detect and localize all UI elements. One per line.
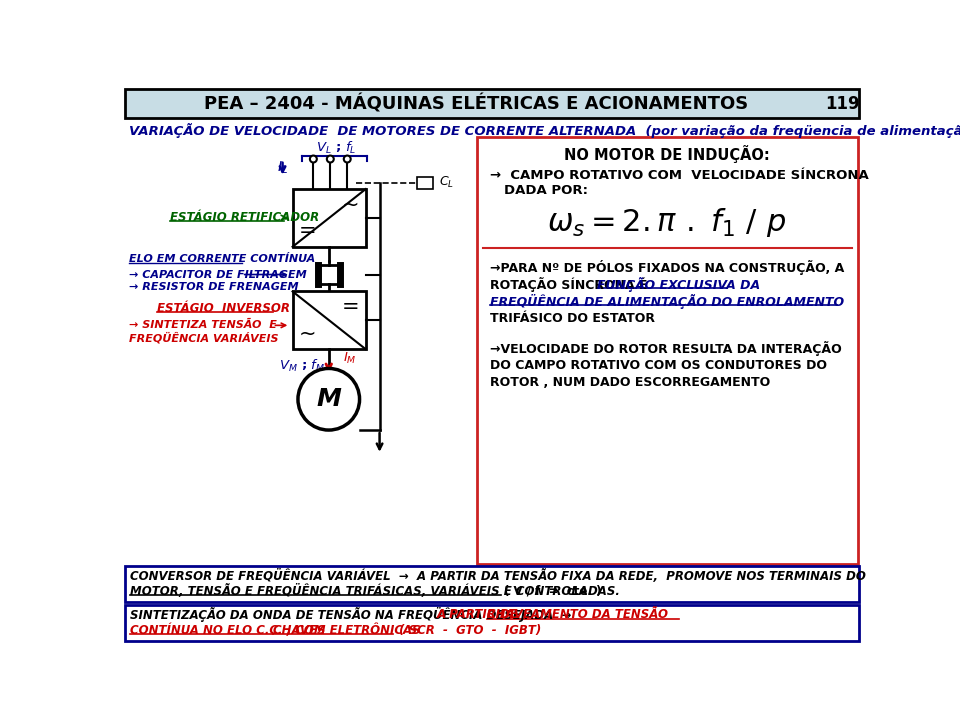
Text: ROTOR , NUM DADO ESCORREGAMENTO: ROTOR , NUM DADO ESCORREGAMENTO [491,376,771,389]
Circle shape [326,155,334,162]
Bar [293,189,366,247]
Text: M: M [317,387,341,412]
Text: → RESISTOR DE FRENAGEM: → RESISTOR DE FRENAGEM [129,282,299,292]
Text: ( V / f  =  cte. ): ( V / f = cte. ) [504,585,602,598]
Circle shape [310,155,317,162]
Text: ~: ~ [342,194,359,214]
Bar [125,89,859,118]
Text: $V_L$ ; $f_L$: $V_L$ ; $f_L$ [316,140,357,156]
Text: $I_M$: $I_M$ [343,351,356,366]
Text: ESTÁGIO RETIFICADOR: ESTÁGIO RETIFICADOR [170,211,320,224]
Text: CHAVES ELETRÔNICAS: CHAVES ELETRÔNICAS [274,624,420,637]
Text: ESTÁGIO  INVERSOR: ESTÁGIO INVERSOR [157,302,290,315]
Text: =: = [300,222,317,241]
Text: PEA – 2404 - MÁQUINAS ELÉTRICAS E ACIONAMENTOS: PEA – 2404 - MÁQUINAS ELÉTRICAS E ACIONA… [204,94,749,113]
Text: SINTETIZAÇÃO DA ONDA DE TENSÃO NA FREQÜÊNCIA DESEJADA  →: SINTETIZAÇÃO DA ONDA DE TENSÃO NA FREQÜÊ… [131,607,580,622]
Text: ROTAÇÃO SÍNCRONA É: ROTAÇÃO SÍNCRONA É [491,277,653,292]
Text: →PARA Nº DE PÓLOS FIXADOS NA CONSTRUÇÃO, A: →PARA Nº DE PÓLOS FIXADOS NA CONSTRUÇÃO,… [491,260,845,275]
Text: NO MOTOR DE INDUÇÃO:: NO MOTOR DE INDUÇÃO: [564,144,770,162]
Bar [293,292,366,349]
Text: TRIFÁSICO DO ESTATOR: TRIFÁSICO DO ESTATOR [491,312,656,325]
Text: MOTOR, TENSÃO E FREQÜÊNCIA TRIFÁSICAS, VARIÁVEIS E CONTROLADAS.: MOTOR, TENSÃO E FREQÜÊNCIA TRIFÁSICAS, V… [131,584,620,598]
Text: VARIAÇÃO DE VELOCIDADE  DE MOTORES DE CORRENTE ALTERNADA  (por variação da freqü: VARIAÇÃO DE VELOCIDADE DE MOTORES DE COR… [129,123,960,138]
Bar [476,136,857,564]
Text: ( SCR  -  GTO  -  IGBT): ( SCR - GTO - IGBT) [395,624,541,637]
Text: CONTÍNUA NO ELO C.C. , COM: CONTÍNUA NO ELO C.C. , COM [131,624,334,637]
Text: → SINTETIZA TENSÃO  E: → SINTETIZA TENSÃO E [129,321,276,331]
Text: FUNÇÃO EXCLUSIVA DA: FUNÇÃO EXCLUSIVA DA [597,277,760,292]
Text: =: = [342,297,359,317]
Text: → CAPACITOR DE FILTRAGEM: → CAPACITOR DE FILTRAGEM [129,269,306,279]
Text: DADA POR:: DADA POR: [504,184,588,197]
Circle shape [344,155,350,162]
Text: FREQÜÊNCIA VARIÁVEIS: FREQÜÊNCIA VARIÁVEIS [129,332,278,344]
Bar [418,177,433,189]
Text: CONVERSOR DE FREQÜÊNCIA VARIÁVEL  →  A PARTIR DA TENSÃO FIXA DA REDE,  PROMOVE N: CONVERSOR DE FREQÜÊNCIA VARIÁVEL → A PAR… [131,570,866,583]
Text: $I_L$: $I_L$ [277,160,288,175]
Text: ELO EM CORRENTE CONTÍNUA: ELO EM CORRENTE CONTÍNUA [129,254,315,264]
Text: $V_M$ ; $f_M$: $V_M$ ; $f_M$ [278,358,325,374]
Bar [125,605,859,641]
Text: →  CAMPO ROTATIVO COM  VELOCIDADE SÍNCRONA: → CAMPO ROTATIVO COM VELOCIDADE SÍNCRONA [491,169,869,182]
Text: ~: ~ [300,323,317,344]
Text: $C_L$: $C_L$ [439,175,454,191]
Text: $\omega_s = 2.\pi\ .\ f_1\ /\ p$: $\omega_s = 2.\pi\ .\ f_1\ /\ p$ [547,206,786,240]
Text: 119: 119 [825,95,859,113]
Text: A PARTIR DE: A PARTIR DE [437,609,522,622]
Text: FREQÜÊNCIA DE ALIMENTAÇÃO DO ENROLAMENTO: FREQÜÊNCIA DE ALIMENTAÇÃO DO ENROLAMENTO [491,294,845,309]
Text: CHAVEAMENTO DA TENSÃO: CHAVEAMENTO DA TENSÃO [487,609,667,622]
Bar [125,566,859,601]
Text: DO CAMPO ROTATIVO COM OS CONDUTORES DO: DO CAMPO ROTATIVO COM OS CONDUTORES DO [491,359,828,372]
Text: →VELOCIDADE DO ROTOR RESULTA DA INTERAÇÃO: →VELOCIDADE DO ROTOR RESULTA DA INTERAÇÃ… [491,341,842,356]
Circle shape [298,368,360,430]
